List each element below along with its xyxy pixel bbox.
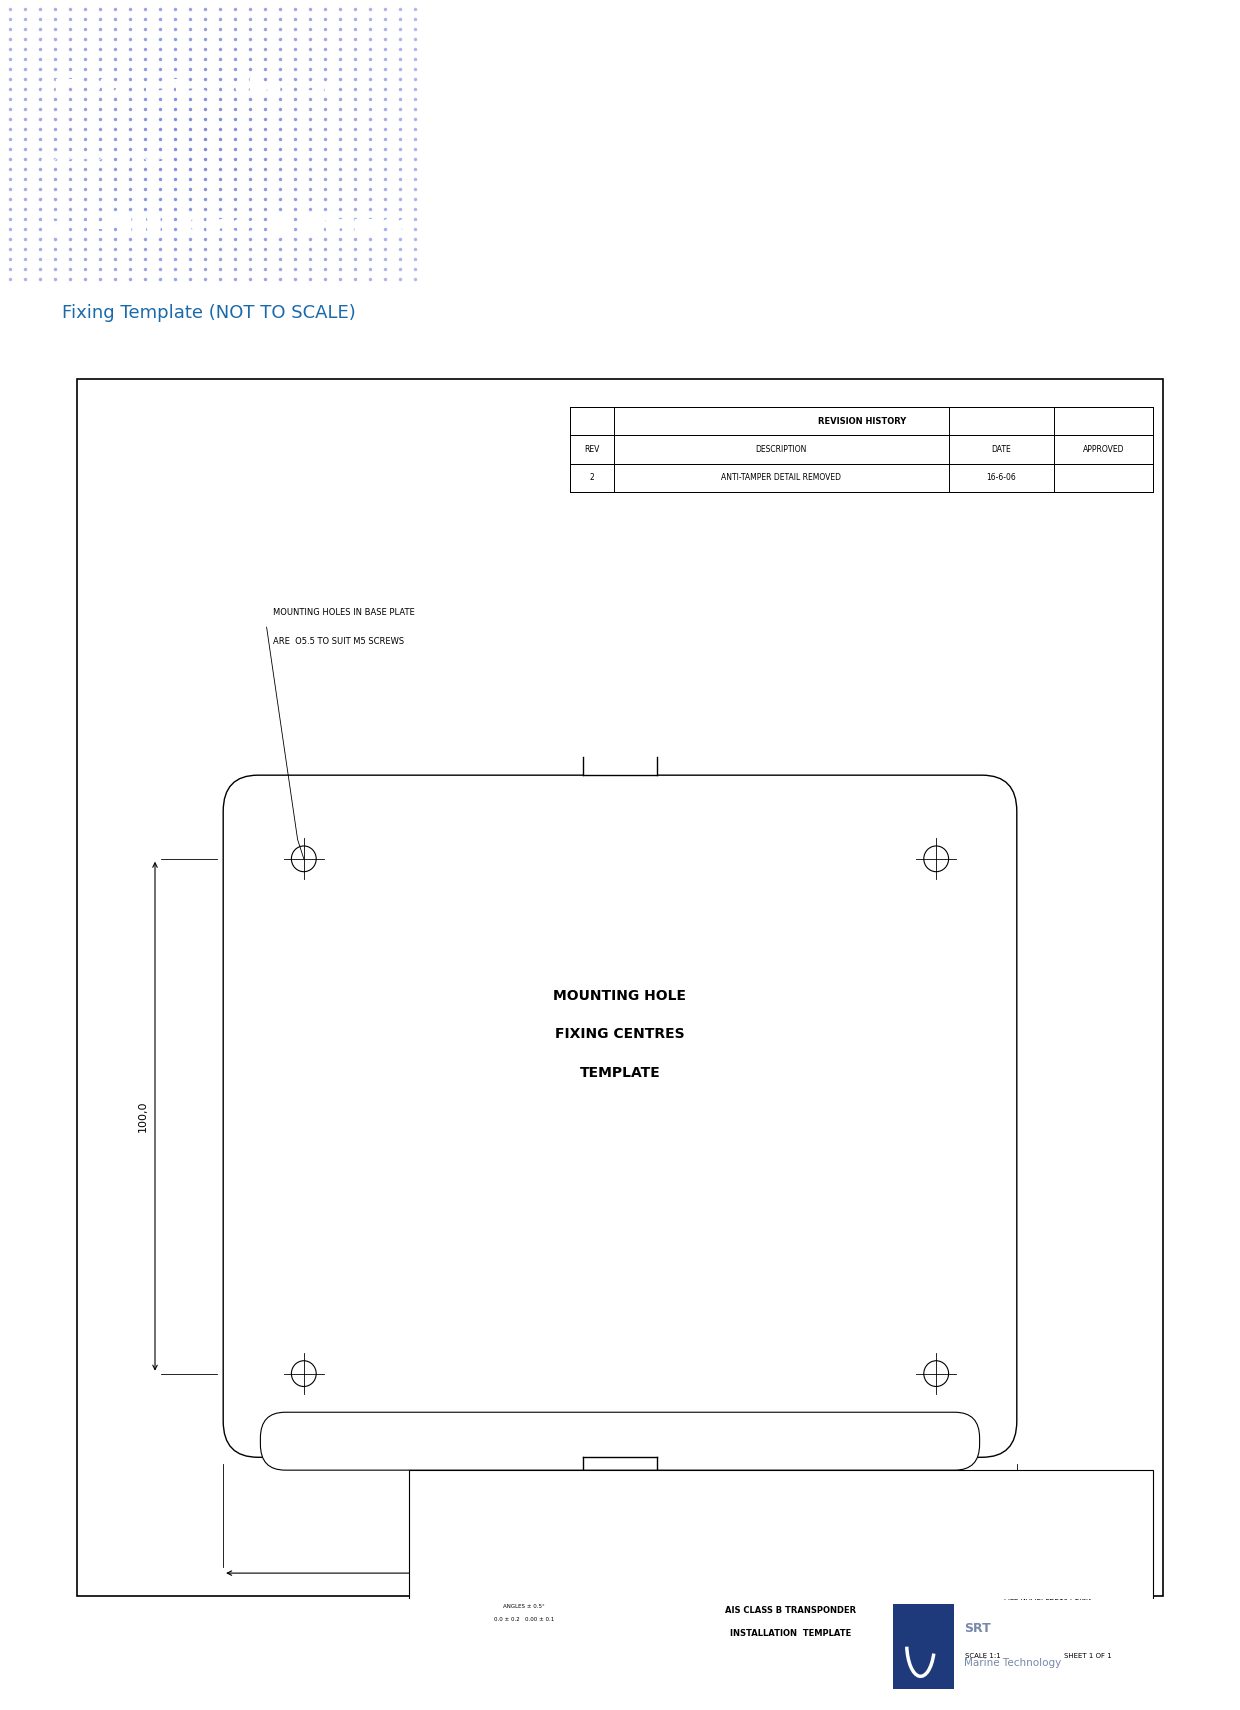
Text: A4: A4: [956, 1513, 967, 1522]
Text: REVISION HISTORY: REVISION HISTORY: [817, 417, 906, 426]
Text: AIS CLASS B TRANSPONDER: AIS CLASS B TRANSPONDER: [725, 1606, 856, 1614]
Text: DATE: DATE: [992, 445, 1011, 455]
Text: MOUNTING HOLES IN BASE PLATE: MOUNTING HOLES IN BASE PLATE: [273, 607, 414, 617]
Text: ANGLES ± 0.5°: ANGLES ± 0.5°: [503, 1604, 544, 1609]
Bar: [583, 739, 657, 793]
Text: M.KENDALL: M.KENDALL: [449, 1513, 489, 1520]
Text: MIDSOMER NORTON, BATH, UK. BA3 4BS: MIDSOMER NORTON, BATH, UK. BA3 4BS: [719, 1512, 862, 1517]
Circle shape: [924, 1361, 949, 1387]
Text: WESTFIELD INDUSTRIAL ESTATE: WESTFIELD INDUSTRIAL ESTATE: [735, 1496, 846, 1501]
Text: MOUNTING HOLE: MOUNTING HOLE: [553, 988, 687, 1002]
Text: ANTI-TAMPER DETAIL REMOVED: ANTI-TAMPER DETAIL REMOVED: [722, 474, 841, 482]
Text: SCALE 1:1: SCALE 1:1: [965, 1654, 1001, 1659]
Circle shape: [291, 846, 316, 872]
Text: DATE: DATE: [574, 1483, 593, 1488]
Text: 100,0: 100,0: [138, 1101, 148, 1132]
Bar: [570, 463, 1153, 492]
Text: LD2104: LD2104: [1003, 1508, 1074, 1527]
Text: SIZE: SIZE: [946, 1474, 960, 1479]
Text: FRONT OF UNIT: FRONT OF UNIT: [565, 1496, 675, 1508]
Text: 2: 2: [1121, 1513, 1128, 1524]
Text: 0.0 ± 0.2   0.00 ± 0.1: 0.0 ± 0.2 0.00 ± 0.1: [494, 1616, 554, 1621]
Bar: [570, 436, 1153, 463]
Text: FIXING CENTRES: FIXING CENTRES: [556, 1028, 684, 1041]
Text: CHECKED: CHECKED: [414, 1548, 448, 1554]
FancyBboxPatch shape: [260, 1412, 980, 1471]
Text: TEMPLATE: TEMPLATE: [579, 1065, 661, 1081]
Text: SRT-MTB Class B Marine AIS: SRT-MTB Class B Marine AIS: [40, 214, 475, 241]
Circle shape: [291, 1361, 316, 1387]
Text: FILE NAME: LD2104-2.dft: FILE NAME: LD2104-2.dft: [1004, 1594, 1091, 1601]
Bar: [570, 407, 1153, 436]
Text: 16-6-06: 16-6-06: [987, 474, 1016, 482]
Text: APPROVED: APPROVED: [1083, 445, 1125, 455]
Text: REV: REV: [584, 445, 600, 455]
Text: LD2103 V3.4 Page 25 of 33: LD2103 V3.4 Page 25 of 33: [1078, 21, 1210, 31]
Text: SRT Marine Technology Ltd: SRT Marine Technology Ltd: [40, 77, 337, 96]
Circle shape: [924, 846, 949, 872]
Text: 2: 2: [590, 474, 594, 482]
Text: TITLE: TITLE: [642, 1590, 657, 1594]
Text: 160,0: 160,0: [604, 1589, 636, 1599]
Bar: [583, 1440, 657, 1493]
Text: Instruction Manual: Instruction Manual: [40, 156, 169, 169]
FancyBboxPatch shape: [223, 775, 1017, 1457]
Text: Marine Technology: Marine Technology: [965, 1659, 1061, 1669]
Text: Fixing Template (NOT TO SCALE): Fixing Template (NOT TO SCALE): [62, 304, 356, 321]
Text: SRT: SRT: [965, 1623, 991, 1635]
Text: REV: REV: [1100, 1474, 1112, 1479]
Text: 24/2/06: 24/2/06: [570, 1513, 596, 1520]
Text: ARE  O5.5 TO SUIT M5 SCREWS: ARE O5.5 TO SUIT M5 SCREWS: [273, 638, 404, 646]
Text: SHEET 1 OF 1: SHEET 1 OF 1: [1064, 1654, 1112, 1659]
Text: DIMENSIONS ARE IN MILLIMETERS: DIMENSIONS ARE IN MILLIMETERS: [477, 1590, 570, 1595]
Text: DWG NO: DWG NO: [985, 1474, 1012, 1479]
Text: INSTALLATION  TEMPLATE: INSTALLATION TEMPLATE: [730, 1630, 851, 1638]
Text: SOFTWARE RADIO  TECHNOLOGY PLC: SOFTWARE RADIO TECHNOLOGY PLC: [725, 1481, 856, 1486]
Text: DESCRIPTION: DESCRIPTION: [755, 445, 807, 455]
Text: NAME: NAME: [459, 1483, 479, 1488]
Text: UNLESS OTHERWISE SPECIFIED: UNLESS OTHERWISE SPECIFIED: [481, 1578, 567, 1583]
Bar: [409, 1471, 1153, 1683]
Bar: [893, 1604, 955, 1689]
Text: DRAWN: DRAWN: [414, 1513, 440, 1520]
